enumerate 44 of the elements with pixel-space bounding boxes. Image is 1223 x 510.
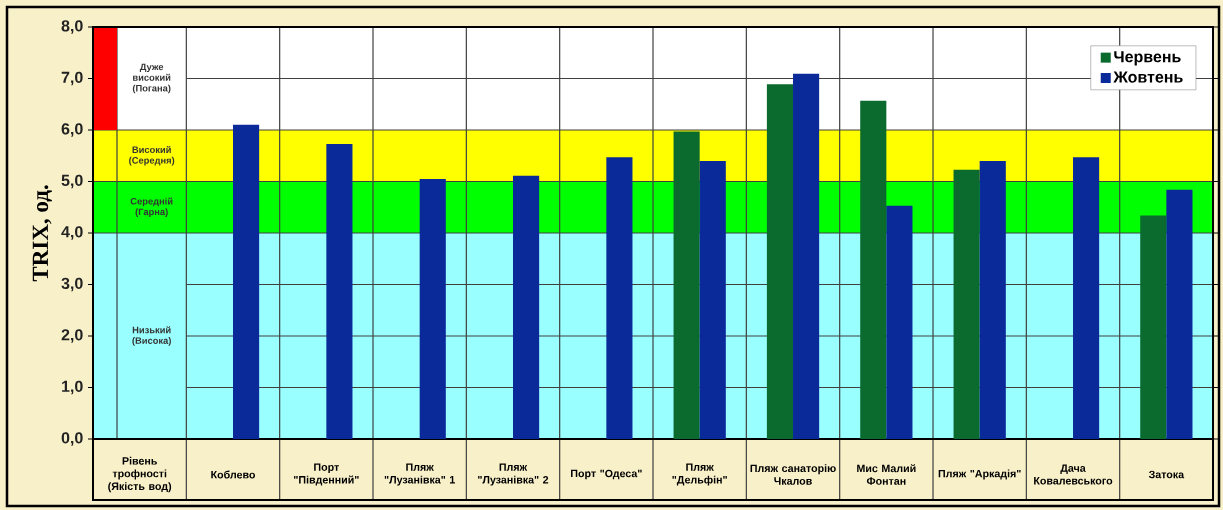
x-tick-label: Пляж "Лузанівка" 2 xyxy=(478,463,549,486)
band-label: Дуже високий (Погана) xyxy=(132,63,171,94)
bar xyxy=(793,73,820,439)
y-tick-label: 2,0 xyxy=(61,329,83,343)
y-tick-label: 0,0 xyxy=(61,432,83,446)
x-tick-label: Затока xyxy=(1148,470,1185,479)
x-tick-label: Пляж санаторію Чкалов xyxy=(750,464,836,485)
bar xyxy=(419,178,446,439)
x-tick-label: Пляж "Лузанівка" 1 xyxy=(384,463,455,486)
band-label: Середній (Гарна) xyxy=(130,197,173,218)
x-tick-label: Пляж "Аркадія" xyxy=(938,469,1021,480)
x-tick-label: Дача Ковалевського xyxy=(1034,464,1113,485)
bar xyxy=(766,84,794,439)
y-tick-label: 8,0 xyxy=(61,20,83,34)
bar xyxy=(979,160,1006,439)
bar xyxy=(673,131,700,439)
y-tick-label: 3,0 xyxy=(61,277,83,292)
bar xyxy=(1073,157,1100,439)
y-tick-label: 6,0 xyxy=(61,123,83,137)
x-tick-label: Коблево xyxy=(211,470,256,479)
bar xyxy=(953,169,980,439)
bar xyxy=(1166,189,1193,439)
bar xyxy=(606,157,633,439)
y-tick-label: 5,0 xyxy=(61,174,83,189)
band-label: Низький (Висока) xyxy=(132,326,171,346)
y-axis-title: TRIX, од. xyxy=(32,185,52,282)
legend-label: Жовтень xyxy=(1113,71,1183,83)
bar xyxy=(860,100,887,439)
y-tick-label: 4,0 xyxy=(61,226,83,240)
bar xyxy=(1140,215,1167,439)
bar xyxy=(699,160,726,439)
bar xyxy=(326,143,353,439)
x-tick-label: Пляж "Дельфін" xyxy=(672,463,727,486)
y-tick-label: 7,0 xyxy=(61,71,83,86)
x-tick-label: Рівень трофності (Якість вод) xyxy=(108,456,172,493)
bar xyxy=(513,175,540,439)
y-tick-label: 1,0 xyxy=(62,380,83,395)
band-label: Високий (Середня) xyxy=(129,145,175,166)
x-tick-label: Порт "Південний" xyxy=(294,463,359,486)
legend-label: Червень xyxy=(1114,51,1181,66)
bar xyxy=(233,124,260,439)
x-tick-label: Порт "Одеса" xyxy=(571,469,642,480)
x-tick-label: Мис Малий Фонтан xyxy=(857,464,916,485)
bar xyxy=(886,205,913,439)
